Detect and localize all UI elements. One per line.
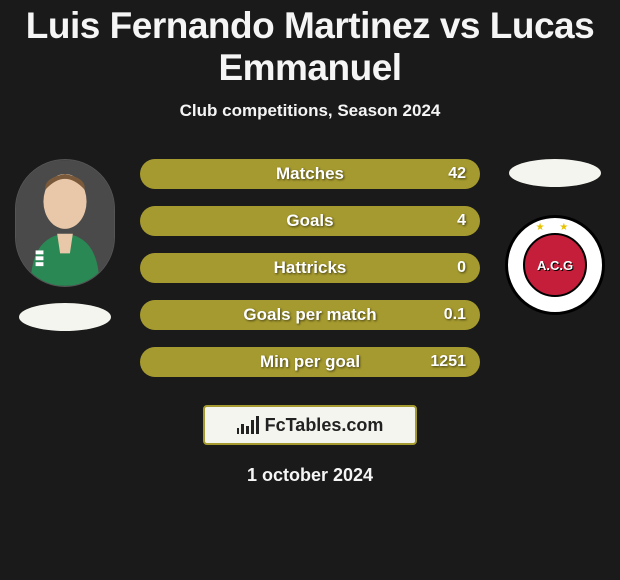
player-photo-left bbox=[15, 159, 115, 287]
comparison-card: Luis Fernando Martinez vs Lucas Emmanuel… bbox=[0, 0, 620, 486]
stat-row-hattricks: Hattricks 0 bbox=[140, 253, 480, 283]
right-top-ellipse bbox=[509, 159, 601, 187]
date-text: 1 october 2024 bbox=[247, 465, 373, 486]
stat-label: Goals per match bbox=[243, 305, 376, 325]
stat-value: 0.1 bbox=[444, 306, 466, 324]
stat-label: Goals bbox=[286, 211, 333, 231]
subtitle: Club competitions, Season 2024 bbox=[0, 101, 620, 121]
bar-chart-icon bbox=[237, 416, 259, 434]
player-placeholder-icon bbox=[16, 160, 114, 286]
stat-row-min-per-goal: Min per goal 1251 bbox=[140, 347, 480, 377]
right-player-column: ★ ★ A.C.G bbox=[500, 159, 610, 323]
stat-label: Min per goal bbox=[260, 352, 360, 372]
stat-value: 1251 bbox=[430, 353, 466, 371]
stat-label: Matches bbox=[276, 164, 344, 184]
stat-value: 4 bbox=[457, 212, 466, 230]
left-player-column bbox=[10, 159, 120, 331]
fctables-logo[interactable]: FcTables.com bbox=[203, 405, 417, 445]
left-club-ellipse bbox=[19, 303, 111, 331]
club-badge-right: ★ ★ A.C.G bbox=[505, 215, 605, 315]
logo-text: FcTables.com bbox=[265, 415, 384, 436]
stat-row-goals-per-match: Goals per match 0.1 bbox=[140, 300, 480, 330]
stat-value: 0 bbox=[457, 259, 466, 277]
stat-label: Hattricks bbox=[274, 258, 347, 278]
stat-row-goals: Goals 4 bbox=[140, 206, 480, 236]
stat-row-matches: Matches 42 bbox=[140, 159, 480, 189]
stat-rows: Matches 42 Goals 4 Hattricks 0 Goals per… bbox=[140, 159, 480, 377]
footer: FcTables.com 1 october 2024 bbox=[0, 405, 620, 486]
stats-area: ★ ★ A.C.G Matches 42 Goals 4 Hattricks 0… bbox=[0, 159, 620, 377]
badge-stars-icon: ★ ★ bbox=[536, 222, 575, 233]
stat-value: 42 bbox=[448, 165, 466, 183]
badge-text: A.C.G bbox=[523, 233, 587, 297]
page-title: Luis Fernando Martinez vs Lucas Emmanuel bbox=[0, 5, 620, 89]
